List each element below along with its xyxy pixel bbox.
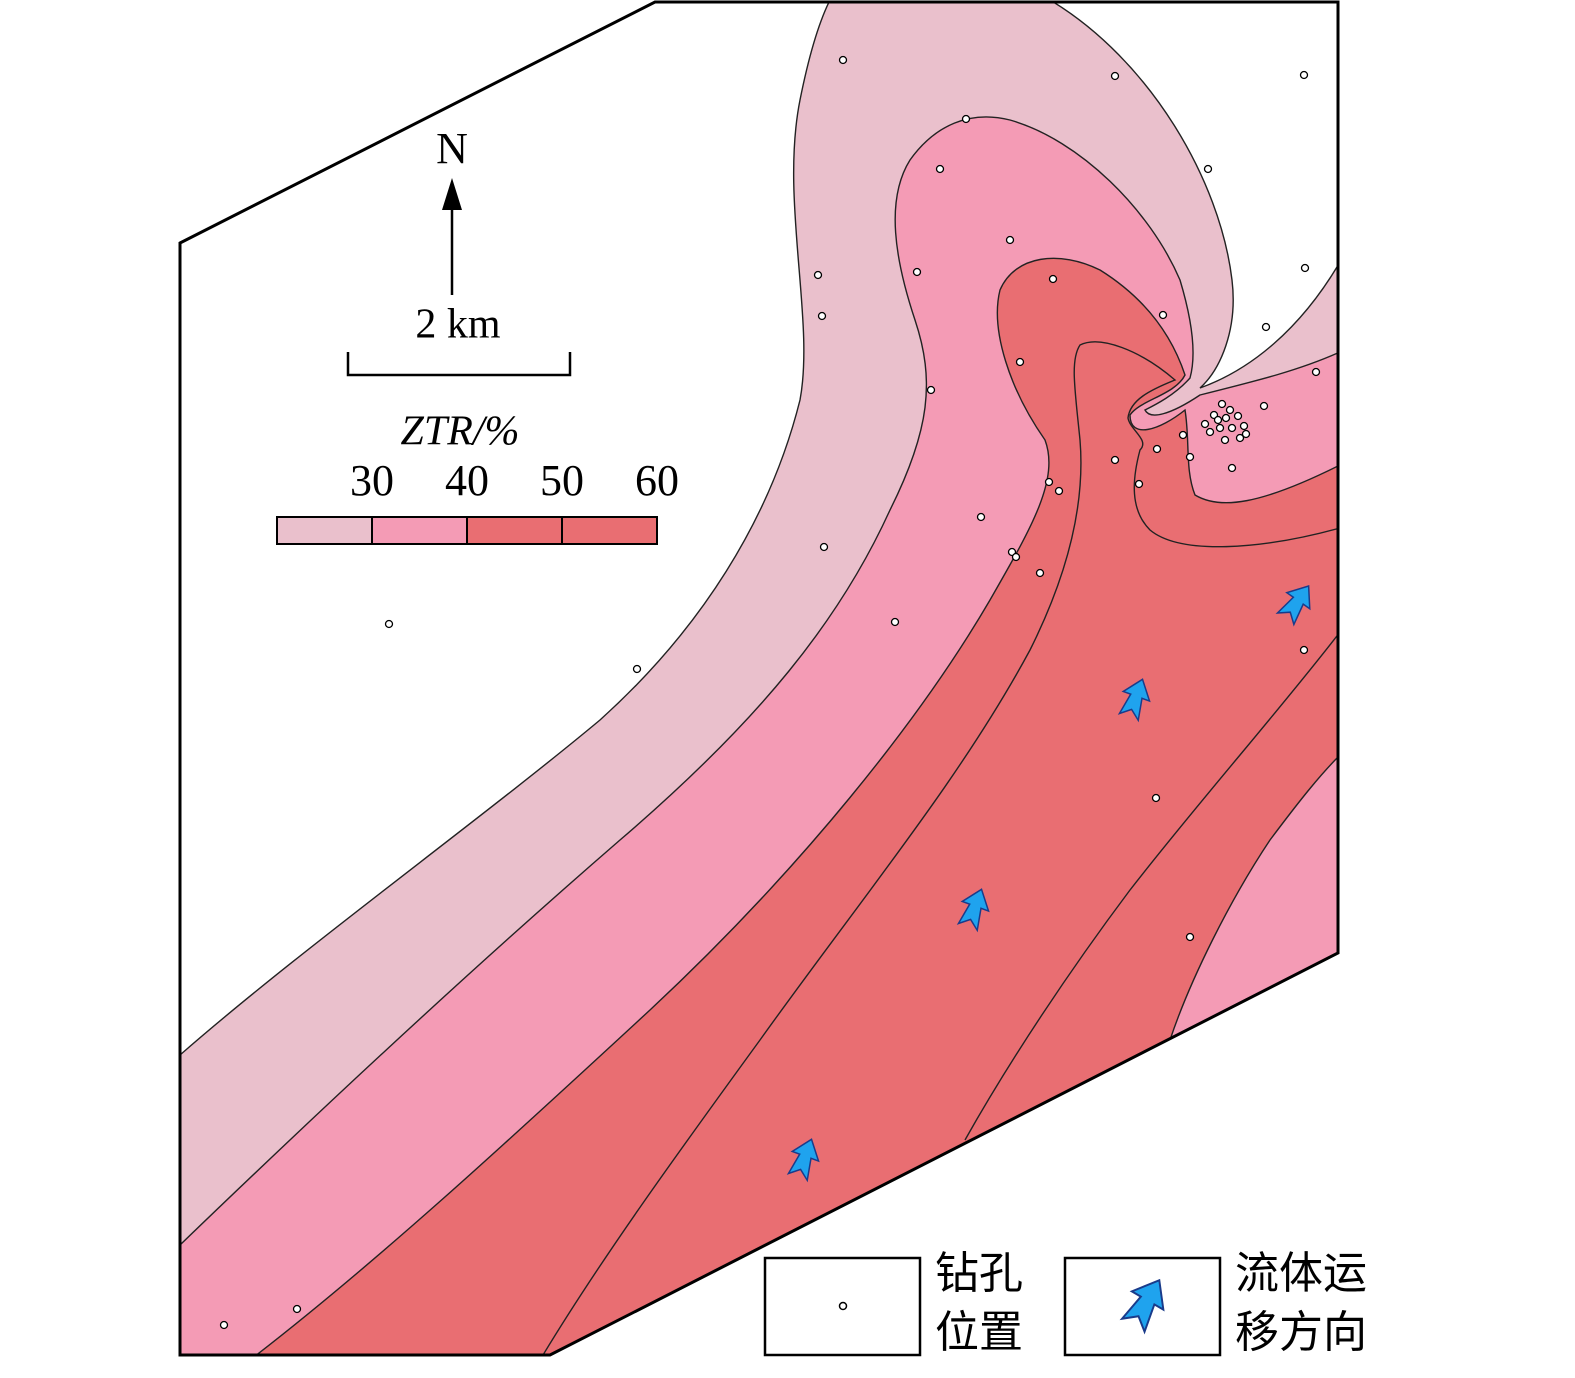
- well: [1054, 486, 1064, 496]
- wells: [219, 55, 1321, 1330]
- well: [1299, 70, 1309, 80]
- colorbar-box: [561, 516, 658, 545]
- colorbar-box: [466, 516, 563, 545]
- well: [1217, 399, 1227, 409]
- map-boundary: [178, 0, 1340, 1357]
- colorbar-box: [371, 516, 468, 545]
- well: [1220, 435, 1230, 445]
- scale-bar: [346, 352, 572, 377]
- well: [1227, 423, 1237, 433]
- well: [1185, 452, 1195, 462]
- colorbar-tick-label: 60: [635, 456, 679, 505]
- well: [292, 1304, 302, 1314]
- contour-60b: [964, 631, 1338, 1141]
- well: [1110, 71, 1120, 81]
- legend-title: ZTR/%: [400, 409, 519, 455]
- well: [1015, 357, 1025, 367]
- well: [1044, 477, 1054, 487]
- well: [384, 619, 394, 629]
- zone-40b: [1168, 753, 1338, 1041]
- well: [1261, 322, 1271, 332]
- well: [1241, 429, 1251, 439]
- well: [1227, 463, 1237, 473]
- legend-box: [1063, 1256, 1222, 1357]
- well: [1134, 479, 1144, 489]
- well: [219, 1320, 229, 1330]
- well: [1259, 401, 1269, 411]
- well: [935, 164, 945, 174]
- well: [976, 512, 986, 522]
- legend-label: 流体运: [1235, 1249, 1367, 1298]
- colorbar-tick-label: 40: [445, 456, 489, 505]
- well: [1235, 433, 1245, 443]
- well: [1048, 274, 1058, 284]
- well: [1213, 415, 1223, 425]
- well: [1011, 552, 1021, 562]
- well: [1221, 413, 1231, 423]
- well: [813, 270, 823, 280]
- well: [1215, 423, 1225, 433]
- well: [1225, 405, 1235, 415]
- well: [1005, 235, 1015, 245]
- colorbar: 30 40 50 60: [276, 456, 679, 545]
- well: [838, 55, 848, 65]
- well: [1203, 164, 1213, 174]
- well: [817, 311, 827, 321]
- well: [632, 664, 642, 674]
- well: [1185, 932, 1195, 942]
- well: [1152, 444, 1162, 454]
- well: [1110, 455, 1120, 465]
- well: [819, 542, 829, 552]
- legend-label: 位置: [935, 1308, 1023, 1357]
- colorbar-box: [276, 516, 373, 545]
- well: [1311, 367, 1321, 377]
- well: [1178, 430, 1188, 440]
- well: [1205, 427, 1215, 437]
- well: [926, 385, 936, 395]
- north-arrow-head: [442, 178, 462, 210]
- well: [1239, 421, 1249, 431]
- north-label: N: [436, 124, 468, 173]
- well: [1299, 645, 1309, 655]
- well: [961, 114, 971, 124]
- well: [1300, 263, 1310, 273]
- colorbar-tick-label: 50: [540, 456, 584, 505]
- well: [1035, 568, 1045, 578]
- well: [890, 617, 900, 627]
- legend-label: 钻孔: [935, 1249, 1023, 1298]
- legend-label: 移方向: [1235, 1308, 1367, 1357]
- well: [1200, 419, 1210, 429]
- well: [1151, 793, 1161, 803]
- well: [912, 267, 922, 277]
- scale-label: 2 km: [415, 302, 501, 348]
- colorbar-tick-label: 30: [350, 456, 394, 505]
- legend-well-symbol: [838, 1301, 848, 1311]
- well: [1158, 310, 1168, 320]
- well: [1233, 411, 1243, 421]
- contour-60: [539, 341, 1338, 1355]
